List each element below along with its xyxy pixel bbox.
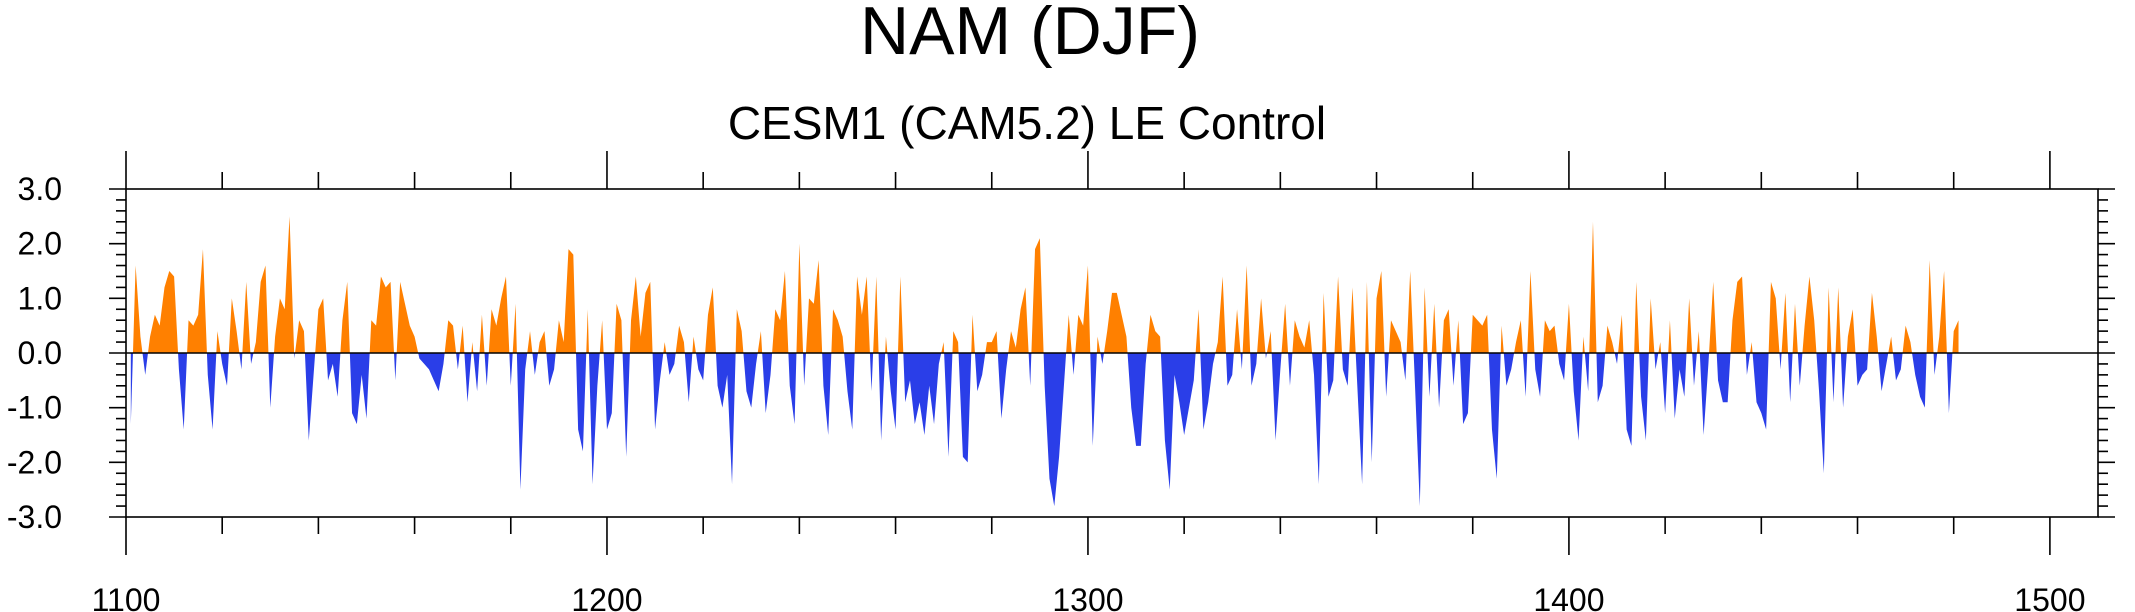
x-tick-label: 1300 xyxy=(1052,582,1123,612)
y-tick-label: -3.0 xyxy=(7,499,62,535)
x-tick-label: 1400 xyxy=(1533,582,1604,612)
anomaly-areas xyxy=(126,216,2098,507)
y-tick-label: -1.0 xyxy=(7,390,62,426)
axes: 1100 1200 1300 1400 1500 3.0 2.0 1.0 0.0 -1.0 -2.0… xyxy=(7,151,2115,612)
y-tick-label: 3.0 xyxy=(18,171,62,207)
x-tick-label: 1500 xyxy=(2014,582,2085,612)
x-tick-label: 1100 xyxy=(92,582,161,612)
y-tick-label: 2.0 xyxy=(18,226,62,262)
y-tick-label: 0.0 xyxy=(18,335,62,371)
y-tick-label: 1.0 xyxy=(18,280,62,316)
chart-title: NAM (DJF) xyxy=(860,0,1200,69)
x-tick-label: 1200 xyxy=(571,582,642,612)
chart-subtitle: CESM1 (CAM5.2) LE Control xyxy=(728,97,1326,149)
negative-anomaly-area xyxy=(130,353,1953,507)
positive-anomaly-area xyxy=(132,216,1959,353)
y-tick-label: -2.0 xyxy=(7,444,62,480)
